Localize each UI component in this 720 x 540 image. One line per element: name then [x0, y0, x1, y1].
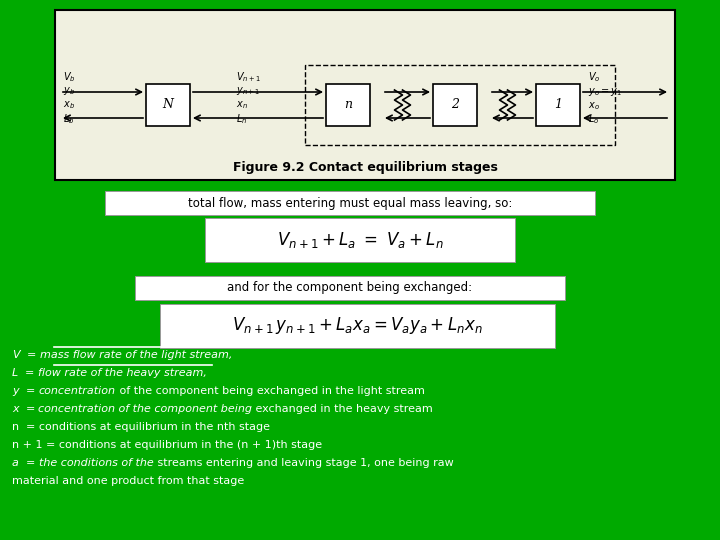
Bar: [135, 276, 565, 300]
Bar: [305, 65, 615, 145]
Text: concentration: concentration: [38, 386, 115, 396]
Text: $L_n$: $L_n$: [236, 112, 247, 126]
Bar: [160, 304, 555, 348]
Text: $V_{n+1}\,y_{n+1} + L_a x_a = V_a y_a + L_n x_n$: $V_{n+1}\,y_{n+1} + L_a x_a = V_a y_a + …: [232, 315, 483, 336]
Text: $y_o = y_1$: $y_o = y_1$: [588, 86, 622, 98]
Text: $x_b$: $x_b$: [63, 99, 75, 111]
Text: $x_n$: $x_n$: [236, 99, 248, 111]
Text: =: =: [18, 368, 38, 378]
Text: mass flow rate of the light stream,: mass flow rate of the light stream,: [40, 350, 232, 360]
Text: $y_b$: $y_b$: [63, 85, 75, 97]
Text: $V_b$: $V_b$: [63, 70, 76, 84]
Bar: [105, 191, 595, 215]
Text: V: V: [12, 350, 19, 360]
Bar: [536, 84, 580, 126]
Bar: [326, 84, 370, 126]
Text: the conditions of the: the conditions of the: [39, 458, 153, 468]
Text: and for the component being exchanged:: and for the component being exchanged:: [228, 281, 472, 294]
Text: total flow, mass entering must equal mass leaving, so:: total flow, mass entering must equal mas…: [188, 197, 512, 210]
Text: =: =: [19, 350, 40, 360]
Text: y: y: [12, 386, 19, 396]
Text: $L_b$: $L_b$: [63, 112, 74, 126]
Text: a: a: [12, 458, 19, 468]
Text: flow rate of the heavy stream,: flow rate of the heavy stream,: [38, 368, 207, 378]
Text: of the component being exchanged in the light stream: of the component being exchanged in the …: [115, 386, 424, 396]
Text: $y_{n+1}$: $y_{n+1}$: [236, 85, 261, 97]
Text: L: L: [12, 368, 18, 378]
Text: material and one product from that stage: material and one product from that stage: [12, 476, 244, 486]
Text: Figure 9.2 Contact equilibrium stages: Figure 9.2 Contact equilibrium stages: [233, 160, 498, 173]
Text: $V_{n+1} + L_a \ = \ V_a + L_n$: $V_{n+1} + L_a \ = \ V_a + L_n$: [276, 230, 444, 250]
Bar: [146, 84, 190, 126]
Text: concentration of the component being: concentration of the component being: [38, 404, 253, 414]
Text: =: =: [19, 404, 38, 414]
Text: $V_{n+1}$: $V_{n+1}$: [236, 70, 261, 84]
Text: x: x: [12, 404, 19, 414]
Text: =: =: [19, 386, 38, 396]
Text: n: n: [344, 98, 352, 111]
Bar: [55, 10, 675, 180]
Text: n: n: [12, 422, 19, 432]
Text: = conditions at equilibrium in the nth stage: = conditions at equilibrium in the nth s…: [19, 422, 270, 432]
Text: 2: 2: [451, 98, 459, 111]
Text: n + 1 = conditions at equilibrium in the (n + 1)th stage: n + 1 = conditions at equilibrium in the…: [12, 440, 322, 450]
Text: exchanged in the heavy stream: exchanged in the heavy stream: [253, 404, 433, 414]
Bar: [205, 218, 515, 262]
Text: streams entering and leaving stage 1, one being raw: streams entering and leaving stage 1, on…: [153, 458, 454, 468]
Text: $x_o$: $x_o$: [588, 100, 600, 112]
Bar: [433, 84, 477, 126]
Text: 1: 1: [554, 98, 562, 111]
Text: N: N: [163, 98, 174, 111]
Text: $L_o$: $L_o$: [588, 112, 599, 126]
Text: $V_o$: $V_o$: [588, 70, 600, 84]
Text: =: =: [19, 458, 39, 468]
